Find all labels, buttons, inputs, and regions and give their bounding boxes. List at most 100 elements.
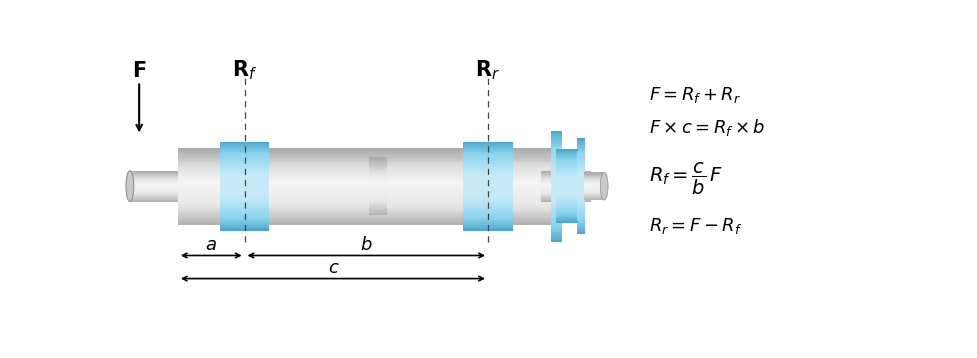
Bar xyxy=(577,140,585,142)
Bar xyxy=(220,183,270,185)
Bar xyxy=(463,154,513,155)
Bar xyxy=(551,212,562,214)
Bar xyxy=(556,178,577,179)
Bar xyxy=(551,225,562,227)
Bar xyxy=(556,175,577,176)
Bar xyxy=(178,163,552,164)
Bar xyxy=(577,165,585,167)
Bar xyxy=(368,206,387,207)
Bar xyxy=(584,189,604,190)
Text: a: a xyxy=(206,236,217,254)
Bar xyxy=(130,198,193,199)
Bar xyxy=(556,168,577,169)
Text: $F \times c = R_f \times b$: $F \times c = R_f \times b$ xyxy=(649,117,766,138)
Bar xyxy=(556,158,577,159)
Bar xyxy=(220,208,270,210)
Bar xyxy=(556,169,577,170)
Bar xyxy=(178,200,552,202)
Bar xyxy=(577,154,585,156)
Bar xyxy=(178,153,552,154)
Bar xyxy=(368,199,387,200)
Bar xyxy=(220,221,270,222)
Bar xyxy=(551,199,562,201)
Bar xyxy=(368,204,387,205)
Bar xyxy=(551,138,562,140)
Bar xyxy=(584,182,604,183)
Bar xyxy=(551,173,562,175)
Bar xyxy=(577,145,585,146)
Bar xyxy=(584,194,604,195)
Bar xyxy=(584,183,604,184)
Bar xyxy=(178,175,552,176)
Bar xyxy=(556,217,577,218)
Bar xyxy=(584,175,604,176)
Bar xyxy=(368,187,387,188)
Bar xyxy=(178,223,552,225)
Bar xyxy=(551,147,562,149)
Bar xyxy=(540,194,591,195)
Bar xyxy=(368,184,387,185)
Bar xyxy=(556,222,577,223)
Bar xyxy=(551,162,562,164)
Bar xyxy=(551,160,562,162)
Bar xyxy=(551,192,562,194)
Bar xyxy=(463,167,513,168)
Bar xyxy=(130,186,193,187)
Bar xyxy=(540,193,591,194)
Bar xyxy=(130,173,193,174)
Bar xyxy=(551,155,562,156)
Bar xyxy=(577,151,585,153)
Bar xyxy=(551,238,562,240)
Bar xyxy=(220,197,270,198)
Bar xyxy=(220,214,270,216)
Bar xyxy=(463,194,513,195)
Bar xyxy=(463,189,513,191)
Bar xyxy=(556,200,577,201)
Bar xyxy=(368,197,387,198)
Bar xyxy=(463,183,513,185)
Bar xyxy=(556,171,577,173)
Bar xyxy=(220,176,270,177)
Bar xyxy=(368,178,387,179)
Bar xyxy=(463,163,513,164)
Bar xyxy=(130,182,193,183)
Bar xyxy=(556,181,577,183)
Bar xyxy=(551,179,562,181)
Bar xyxy=(178,158,552,159)
Bar xyxy=(220,192,270,194)
Bar xyxy=(178,176,552,177)
Bar xyxy=(463,164,513,165)
Bar xyxy=(178,185,552,186)
Bar xyxy=(178,195,552,197)
Bar xyxy=(577,139,585,140)
Bar xyxy=(178,171,552,172)
Bar xyxy=(556,149,577,151)
Bar xyxy=(463,186,513,188)
Bar xyxy=(577,170,585,172)
Bar xyxy=(556,179,577,180)
Bar xyxy=(368,190,387,191)
Bar xyxy=(178,197,552,198)
Bar xyxy=(368,158,387,159)
Bar xyxy=(463,176,513,177)
Bar xyxy=(220,155,270,156)
Bar xyxy=(540,189,591,190)
Bar xyxy=(220,186,270,188)
Bar xyxy=(556,152,577,153)
Bar xyxy=(220,205,270,207)
Bar xyxy=(463,155,513,156)
Bar xyxy=(577,217,585,218)
Bar xyxy=(368,214,387,216)
Bar xyxy=(220,212,270,213)
Bar xyxy=(178,191,552,193)
Bar xyxy=(220,222,270,223)
Bar xyxy=(556,155,577,156)
Bar xyxy=(556,213,577,214)
Bar xyxy=(463,226,513,228)
Bar xyxy=(368,191,387,192)
Bar xyxy=(463,213,513,214)
Bar xyxy=(368,183,387,184)
Bar xyxy=(556,176,577,178)
Bar xyxy=(551,177,562,179)
Bar xyxy=(178,193,552,194)
